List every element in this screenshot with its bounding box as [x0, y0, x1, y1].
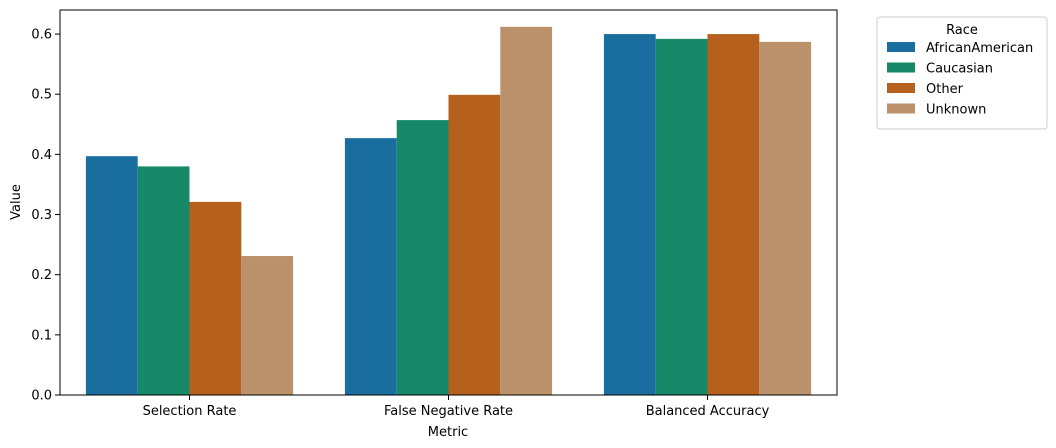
legend: Race AfricanAmerican Caucasian Other Unknow…	[876, 16, 1048, 130]
legend-frame	[876, 16, 1048, 130]
bar-caucasian-3	[655, 38, 708, 395]
y-tick-label: 0.6	[31, 28, 52, 43]
y-tick-label: 0.4	[31, 148, 52, 163]
bar-unknown-2	[500, 26, 553, 395]
y-tick-label: 0.5	[31, 88, 52, 103]
y-tick-label: 0.3	[31, 208, 52, 223]
bar-unknown-1	[241, 256, 294, 395]
y-tick-label: 0.2	[31, 268, 52, 283]
x-axis-label: Metric	[428, 425, 468, 440]
bars-group	[85, 26, 812, 395]
bar-africanamerican-3	[603, 34, 656, 395]
bar-unknown-3	[759, 41, 812, 395]
y-tick-label: 0.0	[31, 389, 52, 404]
x-axis: Selection Rate False Negative Rate Balance…	[143, 395, 770, 419]
legend-label: AfricanAmerican	[926, 41, 1033, 56]
x-tick-label: False Negative Rate	[384, 404, 513, 419]
bar-caucasian-2	[396, 120, 449, 395]
legend-label: Caucasian	[926, 62, 993, 77]
x-tick-label: Balanced Accuracy	[646, 404, 770, 419]
bar-africanamerican-2	[344, 138, 397, 395]
bar-other-1	[189, 201, 242, 395]
legend-swatch	[887, 42, 915, 52]
legend-title: Race	[946, 23, 978, 38]
bar-other-2	[448, 94, 501, 395]
legend-swatch	[887, 62, 915, 73]
legend-label: Other	[926, 82, 964, 97]
bar-africanamerican-1	[85, 156, 138, 395]
y-tick-label: 0.1	[31, 328, 52, 343]
x-tick-label: Selection Rate	[143, 404, 237, 419]
legend-label: Unknown	[926, 103, 986, 118]
y-axis: 0.0 0.1 0.2 0.3 0.4 0.5 0.6	[31, 28, 60, 404]
bar-caucasian-1	[137, 166, 190, 395]
y-axis-label: Value	[9, 184, 24, 220]
legend-swatch	[887, 83, 915, 93]
legend-items: AfricanAmerican Caucasian Other Unknown	[887, 41, 1033, 118]
legend-swatch	[887, 103, 915, 114]
bar-other-3	[707, 34, 760, 395]
